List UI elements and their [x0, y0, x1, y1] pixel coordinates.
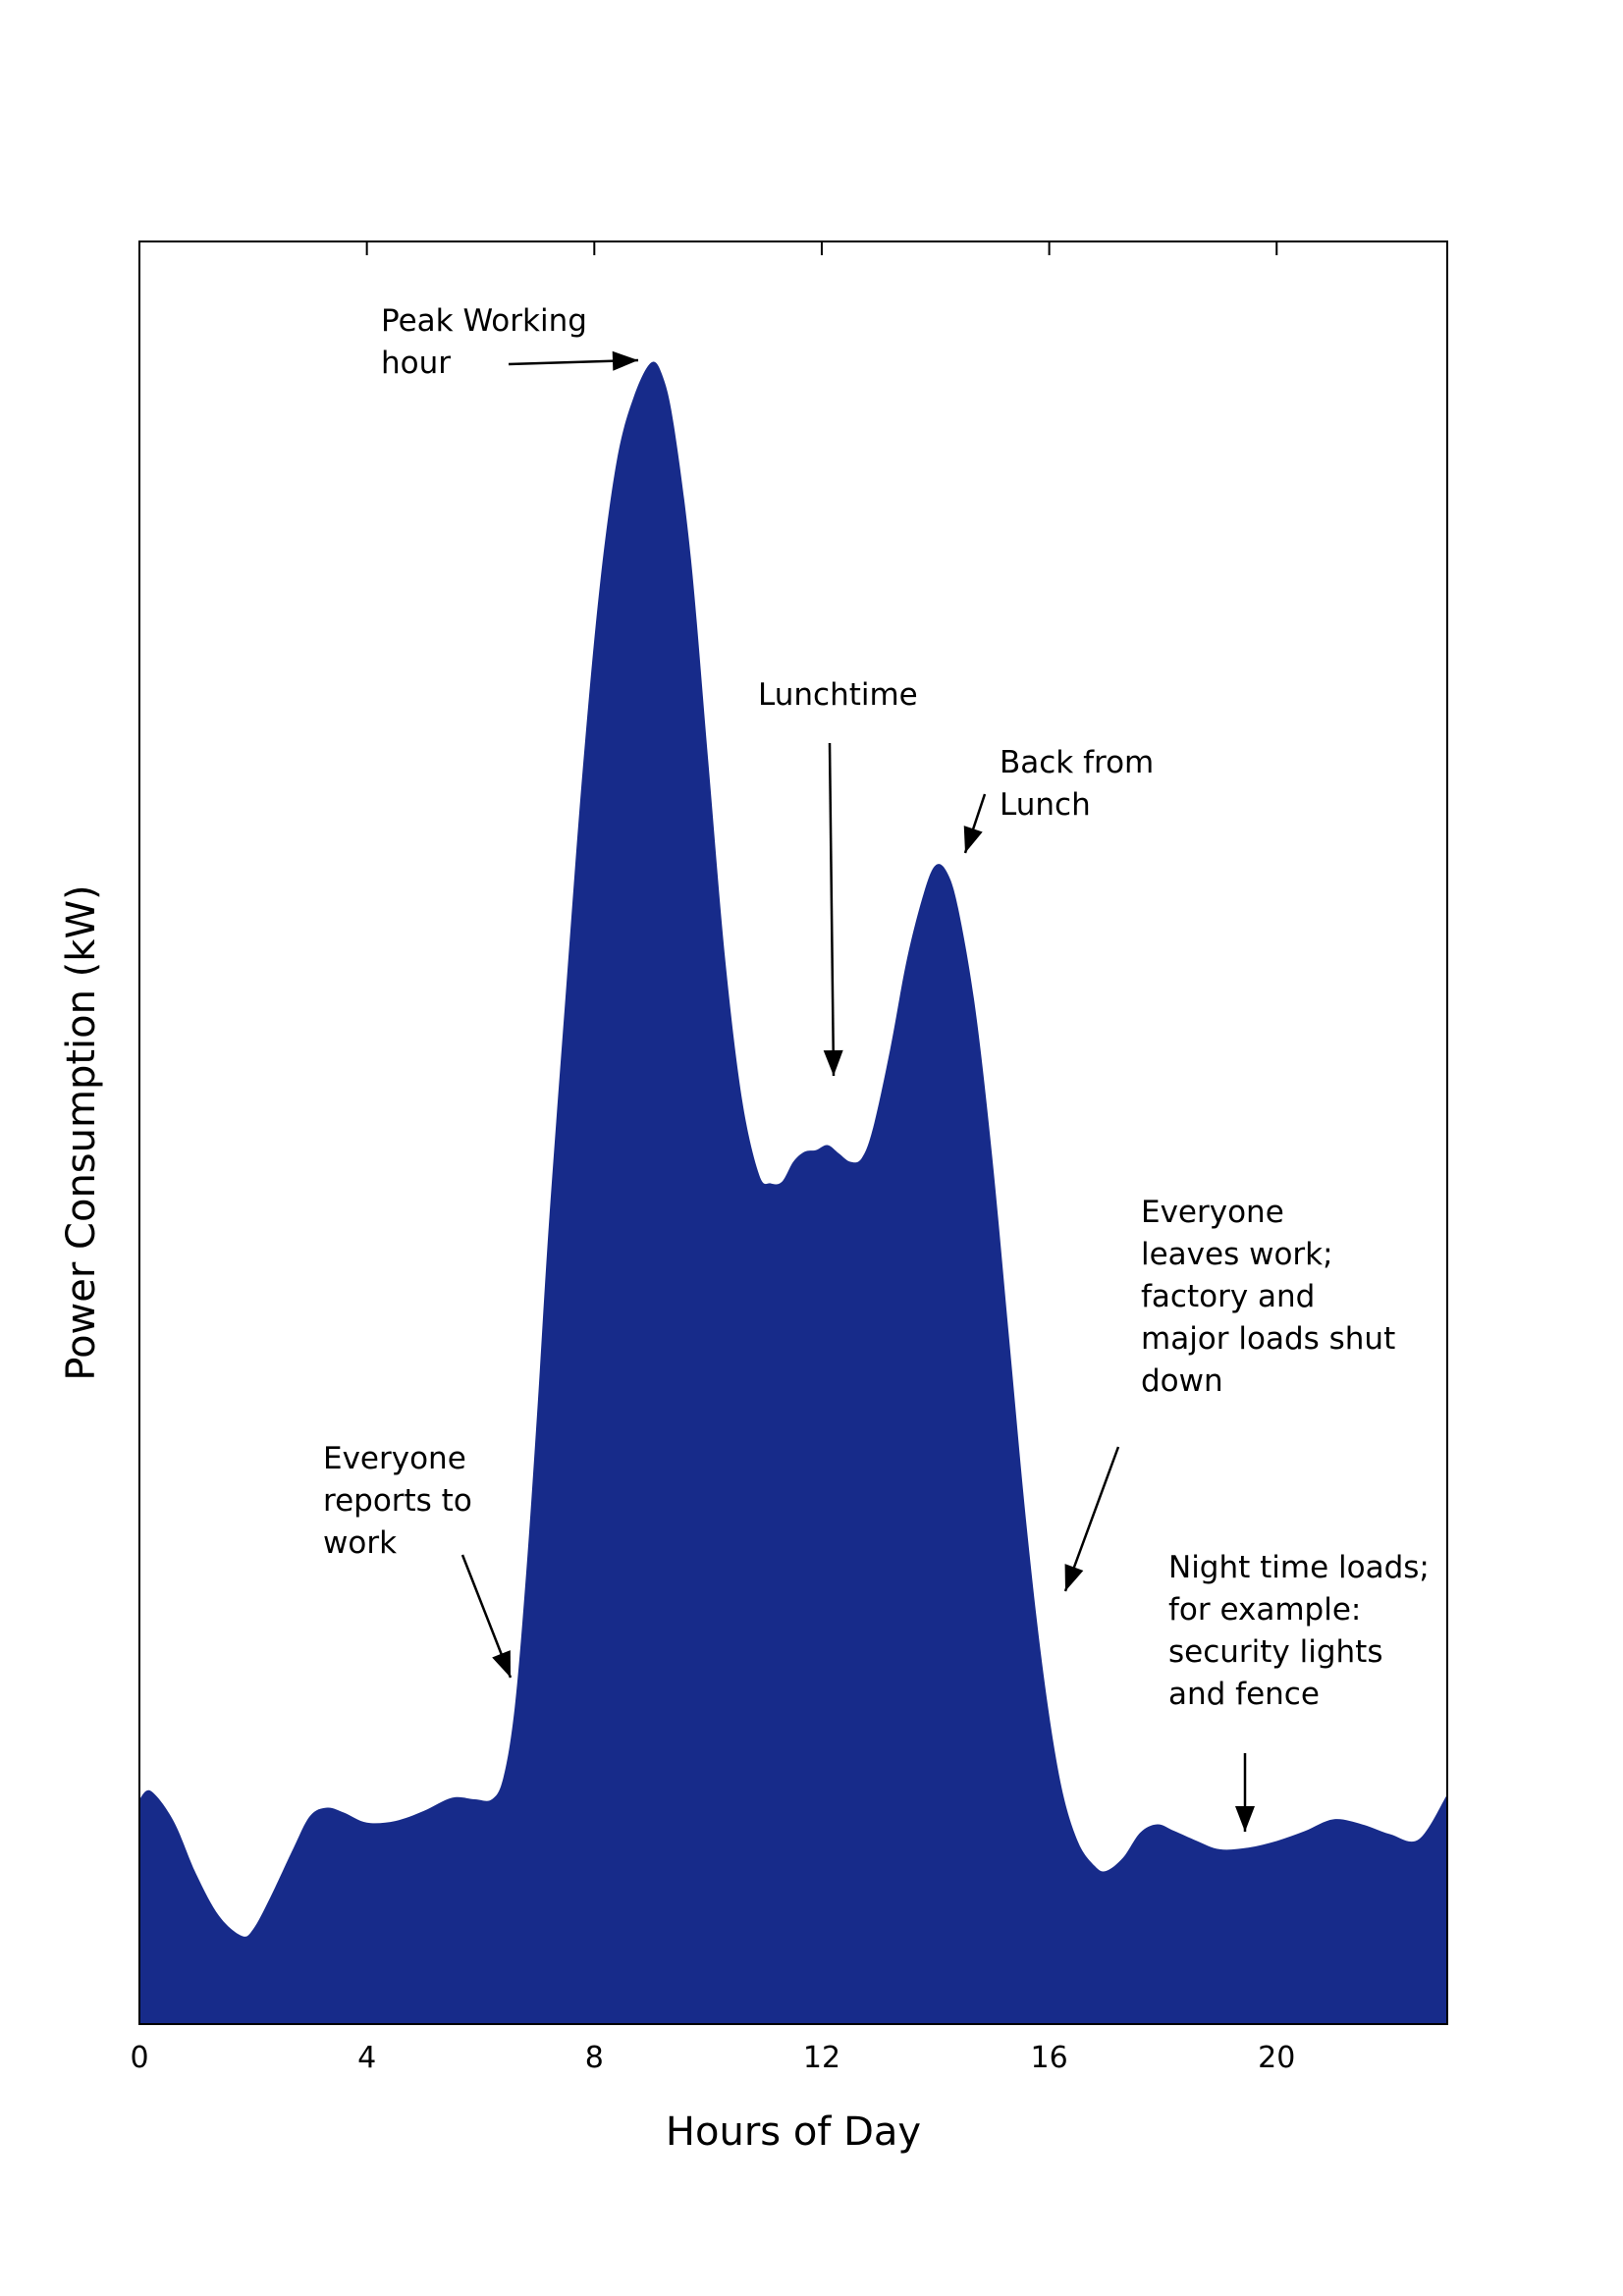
annotation-line: Peak Working — [381, 303, 587, 339]
annotation-line: and fence — [1168, 1677, 1320, 1712]
annotation-line: factory and — [1141, 1279, 1315, 1314]
annotation-arrow-head — [963, 826, 983, 853]
annotation-line: leaves work; — [1141, 1237, 1333, 1272]
annotation: Everyone reports to work — [323, 1441, 513, 1679]
annotation-arrow-head — [1235, 1806, 1255, 1832]
annotation-arrow-head — [1064, 1564, 1084, 1591]
annotation: Night time loads; for example: security li… — [1168, 1550, 1430, 1832]
annotation: Peak Working hour — [381, 303, 639, 381]
annotation-text: Night time loads; for example: security li… — [1168, 1550, 1430, 1712]
x-tick-label: 20 — [1258, 2041, 1295, 2075]
annotation-arrow-shaft — [1063, 1446, 1120, 1592]
plot-frame — [138, 240, 1448, 2025]
annotation-line: Lunch — [1000, 787, 1091, 823]
annotation-line: major loads shut — [1141, 1321, 1395, 1357]
annotation-text: Back from Lunch — [1000, 745, 1154, 823]
annotation-line: for example: — [1168, 1592, 1361, 1628]
area-layer — [139, 361, 1447, 2024]
annotation: Everyone leaves work; factory and major loa… — [1063, 1195, 1395, 1592]
annotation-line: Everyone — [323, 1441, 466, 1476]
x-tick-label: 4 — [357, 2041, 376, 2075]
annotation-arrow-head — [823, 1049, 843, 1076]
x-axis-title: Hours of Day — [666, 2109, 921, 2155]
series-area — [139, 361, 1447, 2024]
annotation-line: Lunchtime — [758, 677, 918, 713]
x-tick-label: 0 — [130, 2041, 148, 2075]
annotation-line: security lights — [1168, 1634, 1382, 1670]
annotation-line: Back from — [1000, 745, 1154, 780]
x-tick-label: 12 — [803, 2041, 840, 2075]
annotation-text: Everyone reports to work — [323, 1441, 472, 1561]
annotation-line: Everyone — [1141, 1195, 1284, 1230]
annotation-arrow-head — [612, 350, 638, 371]
annotation: Lunchtime — [758, 677, 918, 1077]
annotation-layer: Peak Working hour Lunchtime Back from Lunch E… — [323, 303, 1430, 1832]
y-axis-title: Power Consumption (kW) — [59, 884, 104, 1380]
x-tick-label: 8 — [585, 2041, 604, 2075]
annotation-text: Everyone leaves work; factory and major loa… — [1141, 1195, 1395, 1399]
x-tick-label: 16 — [1031, 2041, 1068, 2075]
annotation-text: Peak Working hour — [381, 303, 587, 381]
annotation-arrow-shaft — [828, 742, 836, 1077]
annotation-line: Night time loads; — [1168, 1550, 1430, 1585]
tick-layer: 0 4 8 12 16 20 — [130, 241, 1295, 2075]
annotation-arrow-head — [492, 1650, 511, 1678]
annotation-line: hour — [381, 346, 451, 381]
annotation-text: Lunchtime — [758, 677, 918, 713]
annotation-line: reports to — [323, 1483, 472, 1519]
annotation-line: down — [1141, 1363, 1223, 1399]
annotation: Back from Lunch — [963, 745, 1154, 854]
annotation-line: work — [323, 1525, 397, 1561]
